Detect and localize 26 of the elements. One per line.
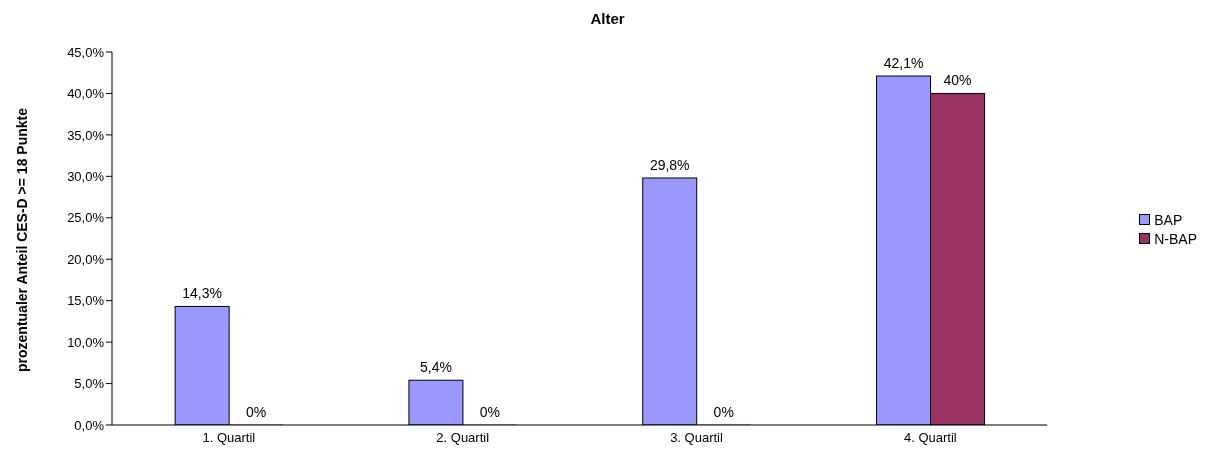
legend-label: N-BAP — [1154, 230, 1197, 247]
y-tick-label: 45,0% — [67, 44, 105, 60]
y-tick-label: 5,0% — [74, 376, 105, 392]
y-tick-label: 40,0% — [67, 86, 105, 102]
data-label: 29,8% — [649, 156, 690, 173]
y-tick-label: 10,0% — [67, 334, 105, 350]
data-label: 0% — [713, 404, 734, 420]
data-label: 40% — [943, 72, 972, 89]
y-axis-title: prozentualer Anteil CES-D >= 18 Punkte — [14, 108, 30, 372]
legend-label: BAP — [1154, 211, 1183, 228]
data-label: 14,3% — [182, 285, 222, 302]
chart-title: Alter — [589, 10, 626, 27]
data-label: 5,4% — [419, 359, 452, 376]
y-tick-label: 30,0% — [67, 168, 105, 184]
y-tick-label: 15,0% — [67, 293, 105, 309]
y-tick-label: 35,0% — [67, 127, 105, 143]
data-label: 0% — [246, 404, 267, 420]
y-tick-label: 0,0% — [74, 417, 105, 433]
x-tick-label: 4. Quartil — [903, 430, 957, 446]
x-tick-label: 3. Quartil — [670, 430, 723, 446]
y-tick-label: 25,0% — [67, 210, 105, 226]
y-tick-label: 20,0% — [67, 251, 105, 267]
x-tick-label: 2. Quartil — [436, 430, 490, 446]
data-label: 0% — [479, 404, 501, 420]
x-tick-label: 1. Quartil — [202, 430, 256, 446]
data-label: 42,1% — [883, 55, 924, 72]
